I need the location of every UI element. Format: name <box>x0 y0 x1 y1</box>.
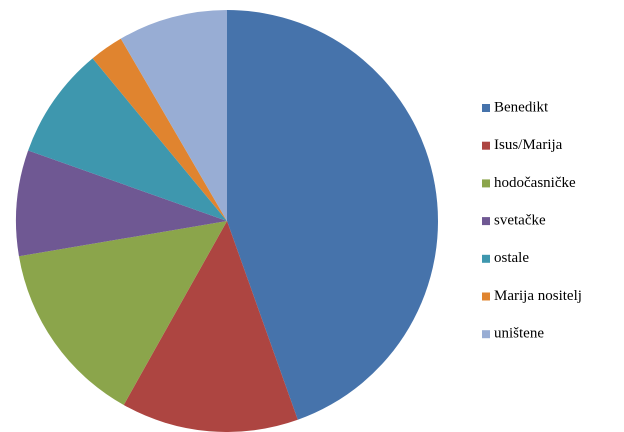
pie-slice <box>15 150 228 257</box>
legend-swatch <box>482 104 490 112</box>
legend-label: Marija nositelj <box>494 288 582 304</box>
pie-slice <box>92 38 228 221</box>
legend-swatch <box>482 179 490 188</box>
legend-label: hodočasničke <box>494 175 576 191</box>
legend-label: Benedikt <box>494 99 549 115</box>
pie-slice <box>227 9 439 420</box>
pie-slice <box>18 221 228 405</box>
legend-swatch <box>482 141 490 150</box>
legend-label: svetačke <box>494 213 546 229</box>
pie-slice <box>28 58 228 221</box>
legend-swatch <box>482 254 490 263</box>
legend-label: uništene <box>494 326 544 342</box>
legend-swatch <box>482 330 490 339</box>
pie-slice <box>120 9 227 221</box>
legend-swatch <box>482 217 490 226</box>
legend-label: Isus/Marija <box>494 137 563 153</box>
pie-slice <box>123 221 298 432</box>
legend-label: ostale <box>494 250 529 266</box>
legend-swatch <box>482 292 490 301</box>
